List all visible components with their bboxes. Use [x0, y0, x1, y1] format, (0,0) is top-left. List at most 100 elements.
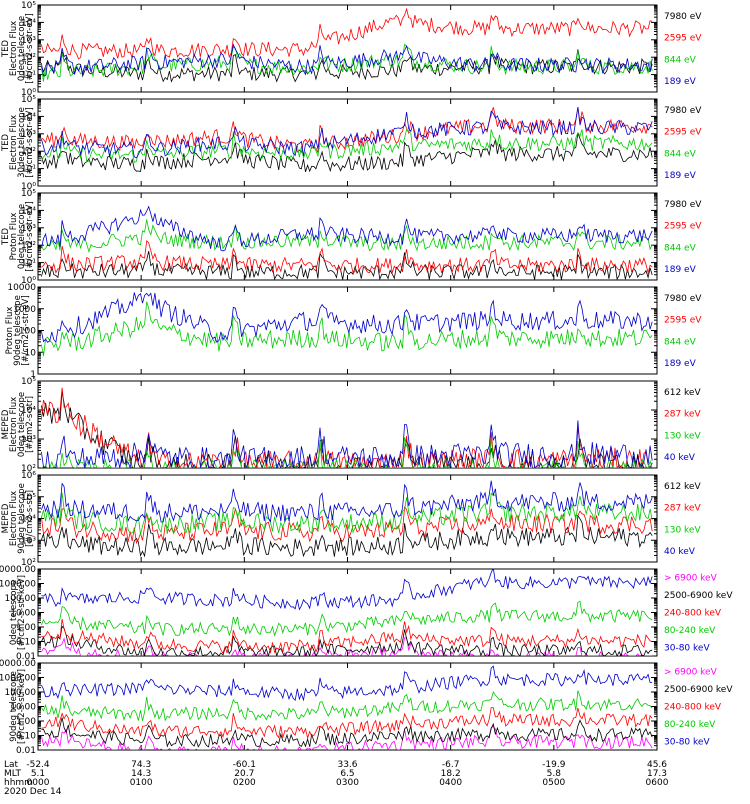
series-line-287-keV — [41, 505, 653, 545]
y-tick-label: 10⁰ — [21, 88, 36, 98]
series-line-7980-eV — [41, 49, 653, 83]
legend-label: 2595 eV — [664, 34, 702, 44]
series-line-80-240-keV — [41, 600, 653, 637]
legend-label: 7980 eV — [664, 294, 702, 304]
y-tick-label: 10⁵ — [21, 1, 36, 11]
y-tick-label: 10⁵ — [21, 95, 36, 105]
y-tick-label: 10 — [25, 348, 37, 358]
series-group — [41, 665, 653, 750]
axis-row-value: 74.3 — [131, 760, 151, 770]
y-axis-title-line: Electron Flux — [9, 21, 19, 76]
series-line-2595-eV — [41, 107, 653, 154]
y-axis-title-line: 0deg telescope — [17, 392, 27, 457]
series-group — [41, 569, 653, 656]
legend-label: 612 keV — [664, 388, 701, 398]
y-tick-label: 10³ — [21, 224, 36, 234]
y-tick-label: 1000 — [13, 305, 36, 315]
axis-row-value: 0000 — [27, 778, 50, 788]
y-tick-label: 1.00 — [16, 717, 36, 727]
legend-label: 80-240 keV — [664, 720, 716, 730]
y-tick-label: 10² — [21, 558, 36, 568]
series-line-30-80-keV — [41, 665, 653, 702]
plot-frame — [37, 286, 658, 375]
y-axis-title-line: TED — [1, 227, 11, 246]
panel-7: 0.01 0.10 1.00 10.00 100.00 1000.00 10000.00 0d… — [0, 565, 733, 662]
axis-row-value: 14.3 — [131, 769, 151, 779]
y-axis-title-line: Electron Flux — [9, 115, 19, 170]
y-tick-label: 0.10 — [16, 638, 36, 648]
series-line-2595-eV — [41, 240, 653, 275]
legend-label: 189 eV — [664, 171, 697, 181]
y-axis-title-line: [#/cm2-s-str-eV] — [21, 295, 31, 365]
y-tick-label: 0.01 — [16, 746, 36, 756]
axis-row-value: 0600 — [646, 778, 669, 788]
series-line-240-800-keV — [41, 618, 653, 655]
series-line-612-keV — [41, 514, 653, 558]
axis-row-value: -60.1 — [233, 760, 256, 770]
date-label: 2020 Dec 14 — [4, 787, 62, 797]
y-tick-label: 100.00 — [5, 594, 37, 604]
legend-label: 130 keV — [664, 525, 701, 535]
series-line-844-eV — [41, 301, 653, 357]
axis-row-value: 20.7 — [234, 769, 254, 779]
y-tick-label: 10⁶ — [21, 471, 36, 481]
y-tick-label: 10.00 — [10, 703, 36, 713]
series-group — [41, 387, 653, 468]
y-tick-label: 10⁴ — [21, 18, 36, 28]
legend-label: 7980 eV — [664, 12, 702, 22]
series-line-130-keV — [41, 492, 653, 535]
legend-label: 7980 eV — [664, 200, 702, 210]
axis-row-value: 17.3 — [647, 769, 667, 779]
axis-row-value: 0300 — [336, 778, 359, 788]
y-axis-title-line: [#/cm2-s-str] — [25, 396, 35, 453]
y-tick-label: 1000.00 — [0, 674, 36, 684]
legend-label: 844 eV — [664, 243, 697, 253]
y-tick-label: 10³ — [21, 130, 36, 140]
y-tick-label: 1 — [30, 370, 36, 380]
y-axis-title-line: Proton Flux — [9, 213, 19, 261]
panel-8: 0.01 0.10 1.00 10.00 100.00 1000.00 10000.00 90… — [0, 659, 733, 756]
y-axis-title-line: 0deg telescope — [17, 16, 27, 81]
series-line-30-80-keV — [41, 569, 653, 611]
series-line-189-eV — [41, 292, 653, 344]
y-axis-title-line: [#/cm2-s-str-eV] — [25, 201, 35, 271]
series-line-287-keV — [41, 387, 653, 468]
y-tick-label: 0.01 — [16, 652, 36, 662]
y-tick-label: 0.10 — [16, 732, 36, 742]
series-group — [41, 106, 653, 173]
legend-label: 130 keV — [664, 431, 701, 441]
y-tick-label: 10⁵ — [21, 189, 36, 199]
y-tick-label: 10⁵ — [21, 493, 36, 503]
axis-row-value: 5.8 — [547, 769, 562, 779]
y-tick-label: 10000.00 — [0, 565, 36, 575]
axis-row-label: Lat — [4, 760, 19, 770]
y-axis-title-line: TED — [1, 133, 11, 152]
y-tick-label: 10⁰ — [21, 276, 36, 286]
series-line-40-keV — [41, 420, 653, 468]
plot-frame — [37, 4, 658, 93]
series-line-40-keV — [41, 480, 653, 523]
legend-label: 844 eV — [664, 149, 697, 159]
axis-row-label: MLT — [4, 769, 22, 779]
y-tick-label: 10¹ — [21, 71, 36, 81]
legend-label: > 6900 keV — [664, 668, 718, 678]
legend-label: 287 keV — [664, 410, 701, 420]
axis-row-value: 33.6 — [337, 760, 357, 770]
y-tick-label: 10² — [21, 53, 36, 63]
series-line--6900-keV — [41, 725, 653, 750]
series-line-612-keV — [41, 391, 653, 468]
legend-label: 2500-6900 keV — [664, 685, 733, 695]
legend-label: 189 eV — [664, 359, 697, 369]
legend-label: 30-80 keV — [664, 737, 710, 747]
y-tick-label: 10² — [21, 147, 36, 157]
axis-row-value: 45.6 — [647, 760, 667, 770]
y-axis-title-line: Proton Flux — [5, 307, 15, 355]
series-line-130-keV — [41, 437, 653, 468]
legend-label: 2500-6900 keV — [664, 591, 733, 601]
series-group — [41, 7, 653, 83]
